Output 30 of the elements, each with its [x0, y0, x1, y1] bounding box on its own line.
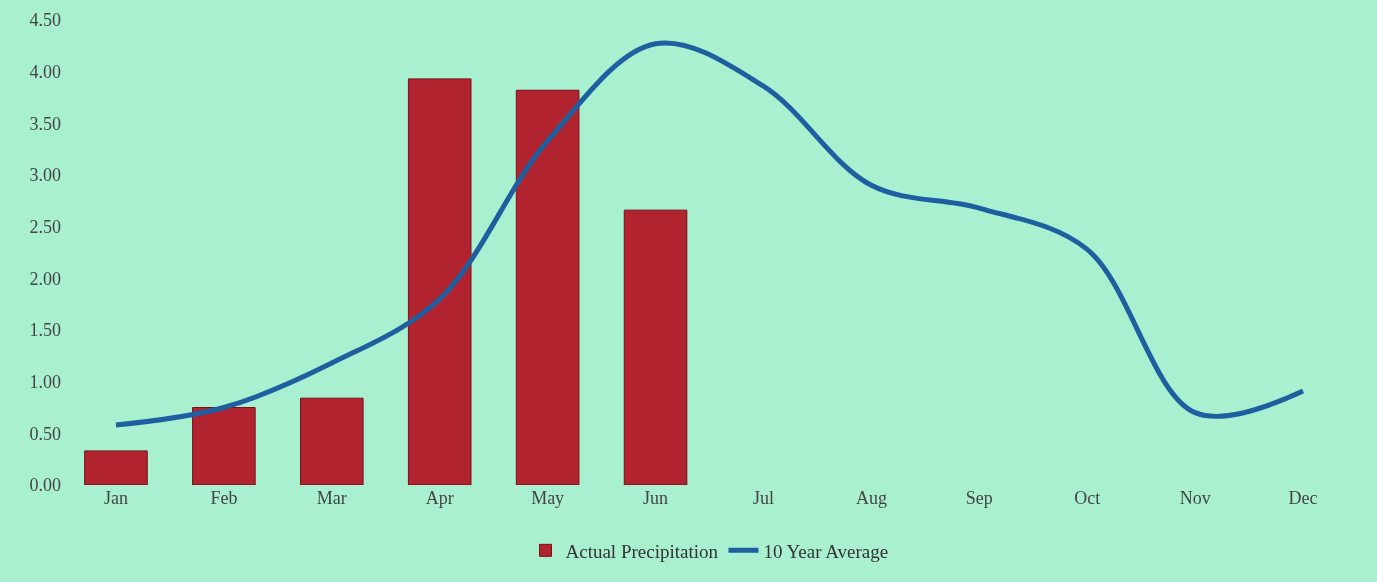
x-tick-label: Aug — [855, 488, 887, 508]
bar — [84, 450, 148, 485]
y-tick-label: 4.50 — [29, 10, 61, 31]
x-tick-label: Jul — [752, 488, 774, 508]
legend-label: Actual Precipitation — [565, 540, 719, 562]
bar — [623, 209, 688, 485]
bar — [300, 397, 364, 485]
legend-label: 10 Year Average — [763, 540, 889, 562]
bar — [192, 407, 256, 485]
x-tick-label: Jan — [103, 488, 128, 508]
y-tick-label: 2.50 — [29, 216, 61, 237]
x-tick-label: Jun — [643, 488, 669, 508]
y-tick-label: 0.50 — [29, 423, 61, 444]
y-tick-label: 2.00 — [29, 268, 61, 289]
y-tick-label: 1.00 — [29, 371, 61, 392]
y-tick-label: 3.00 — [29, 165, 61, 186]
y-tick-label: 1.50 — [29, 320, 61, 341]
bar — [515, 89, 580, 485]
y-tick-label: 4.00 — [29, 61, 61, 82]
y-tick-label: 0.00 — [29, 475, 61, 496]
x-tick-label: Oct — [1074, 488, 1101, 508]
x-tick-label: Mar — [316, 488, 347, 508]
x-tick-label: Feb — [210, 488, 238, 508]
x-tick-label: Sep — [965, 488, 993, 508]
x-tick-label: Dec — [1288, 488, 1318, 508]
x-tick-label: Nov — [1179, 488, 1211, 508]
x-tick-label: May — [531, 488, 565, 508]
x-tick-label: Apr — [425, 488, 454, 508]
y-tick-label: 3.50 — [29, 113, 61, 134]
bar — [407, 78, 472, 485]
